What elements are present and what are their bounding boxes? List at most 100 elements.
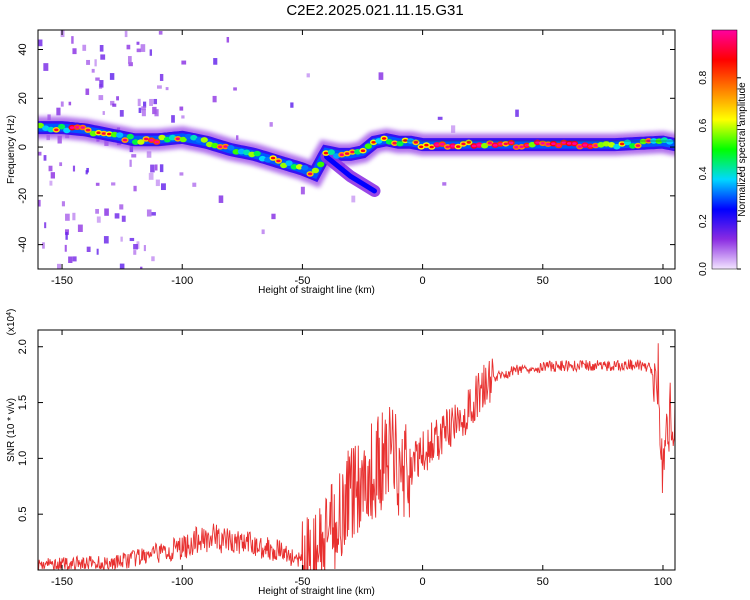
snr-scale-prefix: (x10 bbox=[6, 315, 17, 335]
noise-speckle bbox=[156, 85, 162, 89]
x-tick-label: 0 bbox=[420, 275, 426, 287]
noise-speckle bbox=[68, 101, 72, 106]
ridge-peak bbox=[577, 145, 582, 148]
ridge-peak bbox=[498, 142, 503, 146]
noise-speckle bbox=[43, 63, 49, 71]
noise-speckle bbox=[96, 216, 101, 223]
noise-speckle bbox=[149, 98, 153, 106]
ridge-peak bbox=[80, 126, 85, 129]
ridge-peak bbox=[556, 144, 561, 147]
colorbar-ticks: 0.0 0.2 0.4 0.6 0.8 bbox=[698, 70, 741, 276]
noise-speckle bbox=[99, 80, 104, 88]
ridge-peak bbox=[582, 143, 588, 147]
ridge-peak bbox=[519, 145, 524, 149]
noise-speckle bbox=[42, 242, 45, 249]
ridge-peak bbox=[567, 142, 572, 145]
noise-speckle bbox=[137, 98, 141, 107]
ridge-blob bbox=[290, 164, 298, 170]
y-tick-label: 20 bbox=[17, 92, 29, 104]
x-tick-label: 0 bbox=[420, 576, 426, 588]
noise-speckle bbox=[120, 236, 123, 242]
noise-speckle bbox=[218, 195, 224, 203]
ridge-peak bbox=[503, 142, 508, 146]
ridge-peak bbox=[545, 142, 551, 146]
y-tick-label: 1.5 bbox=[17, 395, 29, 410]
colorbar-tick-label: 0.4 bbox=[698, 166, 709, 180]
noise-speckle bbox=[213, 58, 218, 65]
noise-speckle bbox=[179, 172, 184, 176]
noise-speckle bbox=[159, 73, 164, 81]
noise-speckle bbox=[127, 56, 132, 64]
ridge-blob bbox=[639, 138, 647, 145]
noise-speckle bbox=[71, 36, 74, 44]
noise-speckle bbox=[95, 77, 100, 81]
noise-speckle bbox=[103, 236, 109, 244]
noise-speckle bbox=[129, 159, 132, 167]
spectrogram-x-ticks: -150 -100 -50 0 50 100 bbox=[51, 30, 672, 287]
noise-speckle bbox=[104, 208, 109, 216]
noise-speckle bbox=[95, 208, 99, 214]
ridge-peak bbox=[540, 142, 545, 145]
ridge-peak bbox=[154, 140, 159, 144]
ridge-peak bbox=[535, 141, 540, 144]
noise-speckle bbox=[378, 72, 384, 80]
ridge-peak bbox=[276, 159, 281, 163]
ridge-blob bbox=[364, 143, 372, 149]
colorbar-label: Normalized spectral amplitude bbox=[737, 82, 748, 217]
ridge-peak bbox=[339, 153, 344, 156]
ridge-peak bbox=[413, 141, 419, 144]
ridge-blob bbox=[58, 123, 66, 130]
noise-speckle bbox=[179, 106, 184, 111]
noise-speckle bbox=[86, 59, 91, 65]
y-tick-label: 0 bbox=[17, 144, 29, 150]
snr-frame bbox=[37, 329, 676, 571]
ridge-blob bbox=[375, 138, 383, 144]
ridge-blob bbox=[666, 139, 674, 145]
x-tick-label: -100 bbox=[171, 275, 193, 287]
ridge-peak bbox=[450, 144, 456, 148]
noise-speckle bbox=[102, 111, 105, 115]
ridge-peak bbox=[419, 145, 424, 149]
ridge-peak bbox=[107, 132, 112, 136]
ridge-peak bbox=[96, 131, 101, 134]
ridge-blob bbox=[110, 131, 118, 138]
spectrogram-y-ticks: -40 -20 0 20 40 bbox=[17, 43, 675, 253]
ridge-peak bbox=[122, 138, 128, 142]
noise-speckle bbox=[155, 179, 160, 187]
noise-speckle bbox=[65, 213, 70, 221]
ridge-blob bbox=[200, 137, 208, 143]
noise-speckle bbox=[60, 30, 65, 38]
x-tick-label: -150 bbox=[51, 275, 73, 287]
ridge-blob bbox=[311, 167, 319, 174]
noise-speckle bbox=[49, 180, 53, 186]
ridge-peak bbox=[461, 142, 466, 146]
spectrogram-y-axis-label: Frequency (Hz) bbox=[6, 115, 17, 184]
noise-speckle bbox=[181, 115, 185, 119]
noise-speckle bbox=[131, 154, 137, 158]
noise-speckle bbox=[43, 155, 47, 161]
noise-speckle bbox=[85, 170, 88, 175]
x-tick-label: -100 bbox=[171, 576, 193, 588]
noise-speckle bbox=[129, 237, 135, 242]
ridge-blob bbox=[116, 132, 124, 138]
noise-speckle bbox=[57, 135, 62, 144]
noise-speckle bbox=[192, 182, 197, 187]
noise-speckle bbox=[38, 151, 42, 156]
noise-speckle bbox=[64, 244, 67, 252]
ridge-peak bbox=[619, 142, 625, 146]
secondary-ridge bbox=[324, 154, 377, 194]
ridge-peak bbox=[514, 145, 519, 149]
noise-speckle bbox=[56, 107, 61, 116]
noise-speckle bbox=[98, 95, 104, 101]
noise-speckle bbox=[124, 30, 128, 38]
noise-speckle bbox=[300, 186, 305, 195]
noise-speckle bbox=[119, 204, 124, 210]
snr-y-axis-label: SNR (10 * v/v) bbox=[6, 398, 17, 462]
noise-speckle bbox=[133, 243, 138, 250]
noise-speckle bbox=[515, 109, 519, 117]
ridge-blob bbox=[317, 161, 325, 168]
ridge-peak bbox=[75, 125, 80, 129]
noise-speckle bbox=[442, 182, 447, 186]
ridge-blob bbox=[613, 143, 621, 150]
